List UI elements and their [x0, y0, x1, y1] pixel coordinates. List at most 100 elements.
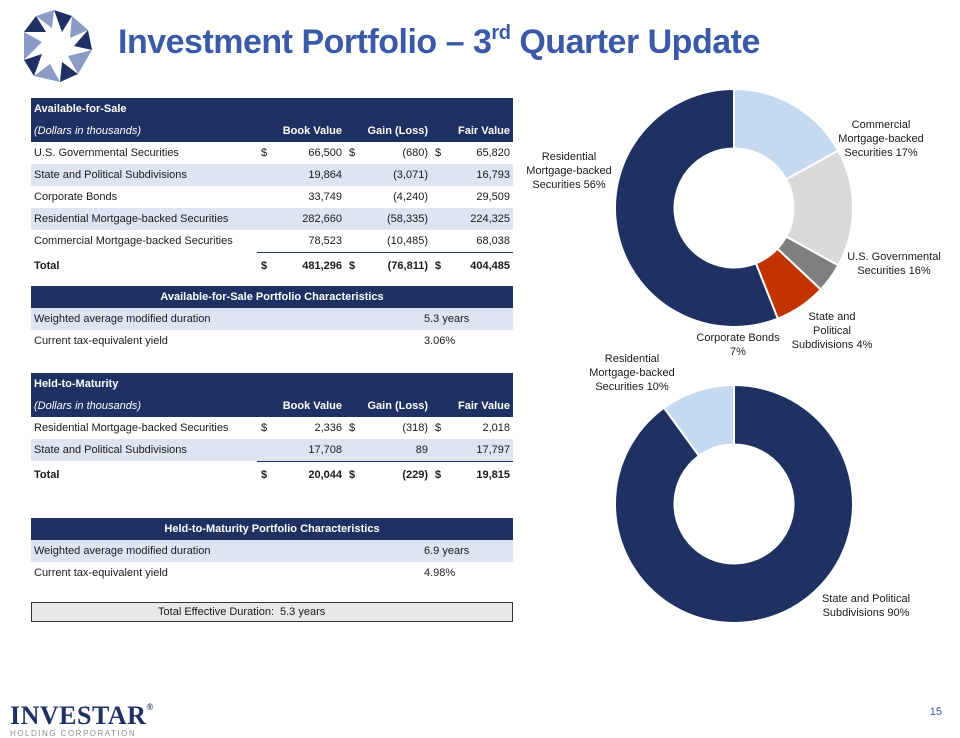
currency-symbol: [431, 208, 447, 230]
gain-loss: (3,071): [393, 169, 428, 181]
brand-subtitle: HOLDING CORPORATION: [10, 729, 137, 738]
row-value: 6.9 years: [424, 545, 470, 557]
brand-name: INVESTAR: [10, 701, 147, 730]
donut-slice-residential-mortgage-backed-securities: [662, 384, 735, 458]
currency-symbol: [345, 208, 361, 230]
total-label: Total: [34, 469, 60, 481]
htm-header-row: Held-to-Maturity: [31, 373, 513, 395]
fair-value: 29,509: [476, 191, 510, 203]
currency-symbol: [345, 439, 361, 461]
currency-symbol: $: [435, 147, 442, 159]
book-value: 33,749: [308, 191, 342, 203]
total-gain-loss: (76,811): [361, 251, 431, 280]
table-row: State and Political Subdivisions 19,864 …: [31, 164, 513, 186]
table-row: Residential Mortgage-backed Securities $…: [31, 417, 513, 439]
book-value: 282,660: [302, 213, 342, 225]
row-label: U.S. Governmental Securities: [34, 147, 179, 159]
footer-logo: INVESTAR® HOLDING CORPORATION: [10, 694, 154, 738]
htm-col-fair: Fair Value: [431, 395, 513, 417]
fair-value: 17,797: [476, 443, 510, 456]
table-row: State and Political Subdivisions 17,708 …: [31, 439, 513, 461]
afs-label-corporate: Corporate Bonds 7%: [696, 332, 780, 358]
currency-symbol: [345, 186, 361, 208]
afs-label-state: State and Political Subdivisions 4%: [791, 311, 873, 351]
gain-loss: (680): [402, 147, 428, 159]
donut-slice-residential-mortgage-backed-securities: [614, 88, 780, 328]
fair-value: 224,325: [470, 213, 510, 225]
row-value: 3.06%: [424, 335, 456, 347]
currency-symbol: $: [257, 460, 273, 489]
total-effective-duration: Total Effective Duration: 5.3 years: [31, 602, 513, 622]
afs-label-residential: Residential Mortgage-backed Securities 56%: [526, 151, 612, 191]
total-row: Total $ 481,296 $ (76,811) $ 404,485: [31, 251, 513, 280]
table-row: Corporate Bonds 33,749 (4,240) 29,509: [31, 186, 513, 208]
currency-symbol: [431, 164, 447, 186]
book-value: 19,864: [308, 169, 342, 181]
company-logo-icon: [24, 10, 92, 82]
table-row: Current tax-equivalent yield 3.06%: [31, 330, 513, 352]
currency-symbol: $: [349, 422, 356, 434]
currency-symbol: [345, 164, 361, 186]
htm-table: Held-to-Maturity (Dollars in thousands) …: [31, 373, 513, 489]
page-number: 15: [929, 706, 942, 718]
book-value: 2,336: [314, 422, 342, 434]
gain-loss: 89: [415, 443, 428, 456]
currency-symbol: [431, 186, 447, 208]
row-value: 4.98%: [424, 567, 456, 579]
row-label: Current tax-equivalent yield: [34, 335, 168, 347]
fair-value: 16,793: [476, 169, 510, 181]
effective-duration-label: Total Effective Duration:: [158, 606, 274, 618]
row-label: Corporate Bonds: [34, 191, 118, 203]
currency-symbol: [257, 186, 273, 208]
currency-symbol: [257, 439, 273, 461]
htm-title: Held-to-Maturity: [31, 373, 513, 395]
total-row: Total $ 20,044 $ (229) $ 19,815: [31, 460, 513, 489]
row-label: Weighted average modified duration: [34, 545, 211, 557]
currency-symbol: $: [349, 147, 356, 159]
htm-col-book: Book Value: [257, 395, 345, 417]
htm-column-row: (Dollars in thousands) Book Value Gain (…: [31, 395, 513, 417]
total-fair-value: 404,485: [447, 251, 513, 280]
row-label: Current tax-equivalent yield: [34, 567, 168, 579]
afs-label-usgov: U.S. Governmental Securities 16%: [847, 251, 941, 277]
currency-symbol: $: [435, 422, 442, 434]
row-label: Weighted average modified duration: [34, 313, 211, 325]
htm-col-gain: Gain (Loss): [345, 395, 431, 417]
row-label: Commercial Mortgage-backed Securities: [34, 235, 233, 247]
book-value: 78,523: [308, 234, 342, 247]
currency-symbol: $: [431, 460, 447, 489]
row-label: Residential Mortgage-backed Securities: [34, 422, 229, 434]
total-fair-value: 19,815: [447, 460, 513, 489]
currency-symbol: [345, 230, 361, 252]
page-title: Investment Portfolio – 3rd Quarter Updat…: [118, 22, 760, 61]
table-row: Weighted average modified duration 6.9 y…: [31, 540, 513, 562]
currency-symbol: $: [345, 460, 361, 489]
htm-characteristics-title: Held-to-Maturity Portfolio Characteristi…: [31, 518, 513, 540]
row-label: Residential Mortgage-backed Securities: [34, 213, 229, 225]
afs-col-fair: Fair Value: [431, 120, 513, 142]
currency-symbol: [257, 208, 273, 230]
row-value: 5.3 years: [424, 313, 470, 325]
total-label: Total: [34, 260, 60, 272]
table-row: Residential Mortgage-backed Securities 2…: [31, 208, 513, 230]
currency-symbol: [431, 439, 447, 461]
currency-symbol: $: [257, 251, 273, 280]
htm-characteristics-table: Held-to-Maturity Portfolio Characteristi…: [31, 518, 513, 584]
effective-duration-value: 5.3 years: [280, 606, 326, 618]
currency-symbol: $: [431, 251, 447, 280]
registered-mark: ®: [146, 702, 154, 712]
book-value: 66,500: [308, 147, 342, 159]
afs-col-book: Book Value: [257, 120, 345, 142]
table-row: Weighted average modified duration 5.3 y…: [31, 308, 513, 330]
afs-label-commercial: Commercial Mortgage-backed Securities 17%: [838, 119, 924, 159]
currency-symbol: $: [345, 251, 361, 280]
fair-value: 2,018: [482, 422, 510, 434]
gain-loss: (4,240): [393, 191, 428, 203]
table-row: Current tax-equivalent yield 4.98%: [31, 562, 513, 584]
book-value: 17,708: [308, 443, 342, 456]
currency-symbol: [257, 164, 273, 186]
currency-symbol: [257, 230, 273, 252]
total-book-value: 481,296: [273, 251, 345, 280]
afs-header-row: Available-for-Sale: [31, 98, 513, 120]
row-label: State and Political Subdivisions: [34, 169, 187, 181]
